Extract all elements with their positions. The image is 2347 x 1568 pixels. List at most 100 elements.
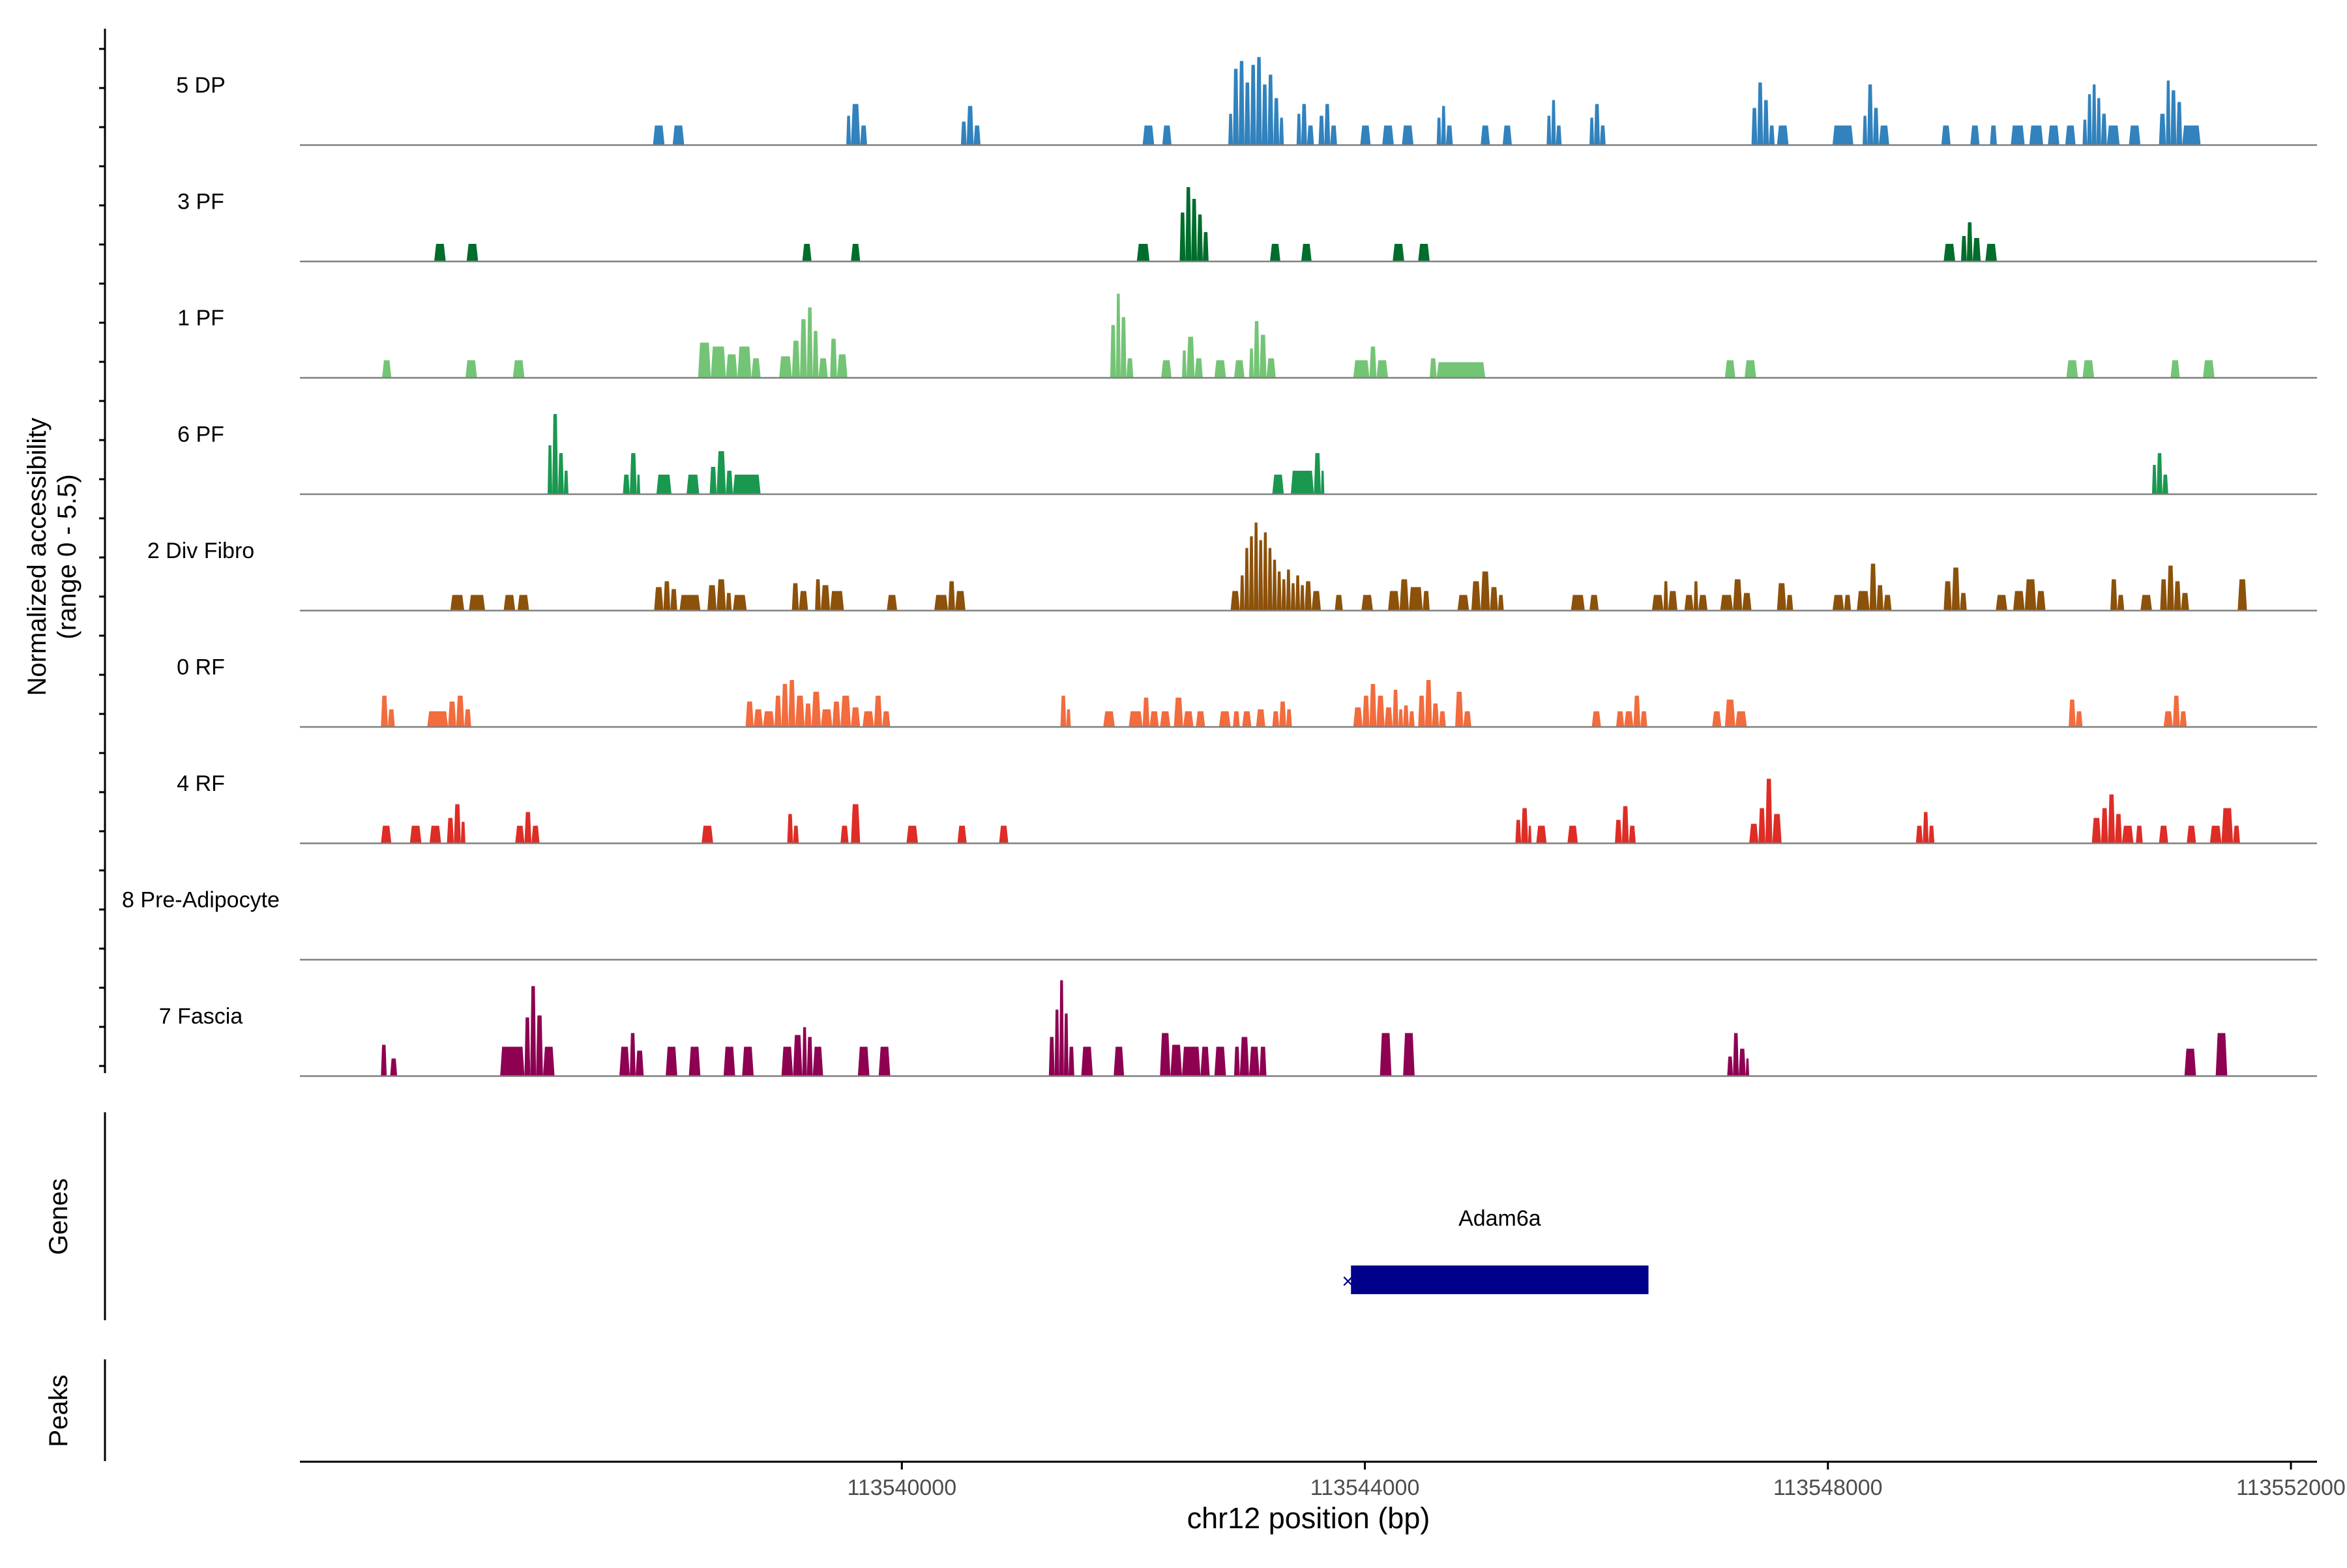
coverage-bar xyxy=(862,711,874,727)
coverage-bar xyxy=(1244,548,1249,611)
coverage-bar xyxy=(1081,1046,1093,1076)
coverage-bar xyxy=(1528,825,1532,844)
coverage-bar xyxy=(1311,591,1321,611)
coverage-bar xyxy=(1254,522,1259,611)
coverage-bar xyxy=(830,591,844,611)
coverage-bar xyxy=(515,825,525,844)
coverage-bar xyxy=(711,346,726,378)
coverage-bar xyxy=(1424,680,1432,727)
x-tick-label: 113548000 xyxy=(1773,1475,1883,1500)
coverage-bar xyxy=(1832,595,1844,611)
coverage-bar xyxy=(1878,125,1889,145)
coverage-bar xyxy=(812,1046,823,1076)
coverage-bar xyxy=(688,1046,701,1076)
coverage-bar xyxy=(1621,806,1629,844)
coverage-bar xyxy=(1369,684,1377,727)
gene-label: Adam6a xyxy=(1458,1206,1541,1231)
coverage-bar xyxy=(460,821,465,844)
coverage-bar xyxy=(1267,548,1273,611)
coverage-bar xyxy=(2162,475,2168,494)
coverage-bar xyxy=(1599,125,1606,145)
coverage-bar xyxy=(1388,591,1400,611)
coverage-bar xyxy=(466,244,479,261)
coverage-bar xyxy=(1915,825,1923,844)
coverage-bar xyxy=(1720,595,1734,611)
coverage-bar xyxy=(636,475,641,494)
coverage-bar xyxy=(1403,705,1410,727)
track-5-dp: 5 DP xyxy=(176,57,2317,146)
coverage-bar xyxy=(999,825,1009,844)
coverage-bar xyxy=(2115,814,2122,844)
coverage-bar xyxy=(882,711,891,727)
coverage-bar xyxy=(2166,80,2171,145)
coverage-bar xyxy=(1196,711,1205,727)
coverage-bar xyxy=(635,1050,644,1076)
coverage-bar xyxy=(531,825,540,844)
track-label: 4 RF xyxy=(177,771,225,796)
coverage-bar xyxy=(1248,1046,1260,1076)
coverage-bar xyxy=(1202,232,1209,261)
coverage-bar xyxy=(2182,125,2201,145)
coverage-bar xyxy=(1242,711,1252,727)
coverage-bar xyxy=(623,475,630,494)
coverage-bar xyxy=(1179,213,1186,261)
coverage-bar xyxy=(1214,1046,1226,1076)
coverage-bar xyxy=(1290,583,1295,611)
coverage-bar xyxy=(1233,1046,1240,1076)
coverage-bar xyxy=(1536,825,1547,844)
coverage-bar xyxy=(2215,1033,2228,1076)
coverage-bar xyxy=(469,595,486,611)
coverage-bar xyxy=(1301,104,1307,145)
coverage-bar xyxy=(1382,125,1394,145)
coverage-bar xyxy=(2159,825,2168,844)
coverage-bar xyxy=(779,356,792,378)
coverage-bar xyxy=(1616,711,1625,727)
coverage-bar xyxy=(851,707,861,727)
coverage-bar xyxy=(1402,125,1414,145)
gene-strand-arrow: × xyxy=(1342,1269,1354,1293)
coverage-bar xyxy=(1048,1037,1055,1076)
coverage-bar xyxy=(1263,532,1268,611)
coverage-bar xyxy=(2159,113,2166,145)
coverage-bar xyxy=(1250,65,1256,145)
coverage-bar xyxy=(2013,591,2025,611)
coverage-bar xyxy=(1267,74,1274,145)
coverage-bar xyxy=(948,581,955,611)
coverage-bar xyxy=(2011,125,2025,145)
coverage-bar xyxy=(1724,700,1735,727)
coverage-bar xyxy=(524,1017,531,1076)
coverage-bar xyxy=(698,342,711,378)
coverage-bar xyxy=(799,591,808,611)
coverage-bar xyxy=(1286,569,1291,611)
coverage-bar xyxy=(1301,244,1312,261)
coverage-bar xyxy=(1305,581,1312,611)
coverage-bar xyxy=(787,814,793,844)
track-7-fascia: 7 Fascia xyxy=(159,980,2317,1077)
coverage-bar xyxy=(1727,1056,1734,1076)
coverage-bar xyxy=(811,692,821,727)
coverage-bar xyxy=(1120,317,1127,378)
coverage-bar xyxy=(1663,581,1668,611)
coverage-bar xyxy=(1943,581,1952,611)
y-axis-title-line1: Normalized accessibility xyxy=(23,418,52,696)
x-axis-title: chr12 position (bp) xyxy=(1187,1501,1430,1535)
coverage-bar xyxy=(830,338,837,378)
coverage-bar xyxy=(1951,567,1960,611)
coverage-bar xyxy=(973,125,981,145)
coverage-bar xyxy=(1114,1046,1125,1076)
coverage-bar xyxy=(1418,244,1430,261)
coverage-bar xyxy=(1863,115,1868,145)
coverage-bar xyxy=(1418,696,1425,727)
coverage-bar xyxy=(878,1046,891,1076)
coverage-bar xyxy=(800,319,807,378)
coverage-bar xyxy=(2140,595,2152,611)
coverage-bar xyxy=(857,1046,870,1076)
coverage-bar xyxy=(1279,117,1284,145)
coverage-bar xyxy=(2163,711,2173,727)
coverage-bar xyxy=(2181,593,2189,611)
coverage-bar xyxy=(2233,825,2240,844)
coverage-bar xyxy=(2170,360,2180,378)
coverage-tracks: 5 DP 3 PF 1 PF 6 PF 2 Div Fibro 0 RF 4 RF 8 Pre… xyxy=(122,57,2317,1077)
coverage-bar xyxy=(818,358,828,378)
track-1-pf: 1 PF xyxy=(177,293,2317,379)
